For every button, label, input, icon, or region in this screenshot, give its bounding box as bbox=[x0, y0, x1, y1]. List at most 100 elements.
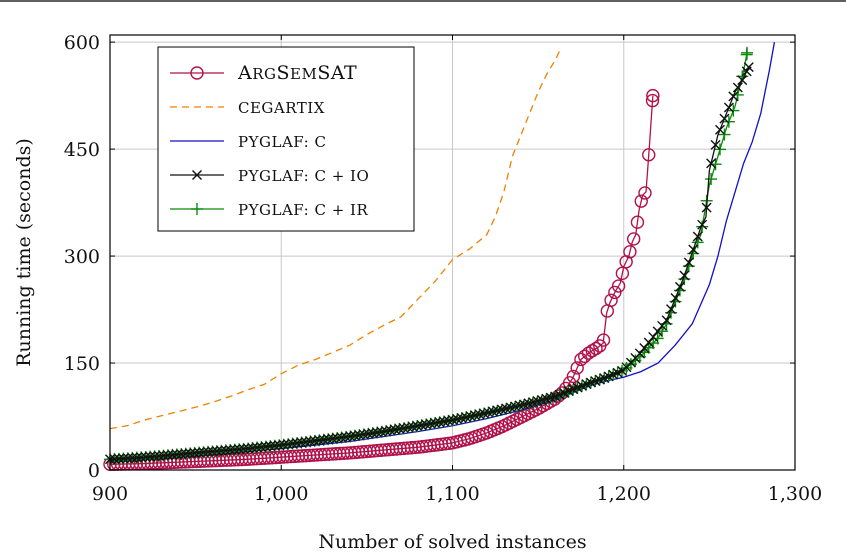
data-point bbox=[296, 437, 307, 448]
data-point bbox=[718, 128, 731, 141]
y-tick-label: 300 bbox=[64, 246, 100, 268]
data-point bbox=[251, 442, 262, 453]
legend-entry: CEGARTIX bbox=[170, 99, 325, 117]
data-point bbox=[216, 445, 227, 456]
data-point bbox=[238, 443, 249, 454]
data-point bbox=[234, 444, 245, 455]
data-point bbox=[140, 452, 151, 463]
data-point bbox=[229, 444, 240, 455]
data-point bbox=[732, 82, 743, 93]
data-point bbox=[192, 170, 202, 180]
data-point bbox=[162, 450, 173, 461]
data-point bbox=[323, 434, 334, 445]
legend-label: PYGLAF: C bbox=[238, 133, 326, 151]
data-point bbox=[149, 451, 160, 462]
y-tick-label: 150 bbox=[64, 353, 100, 375]
data-point bbox=[623, 245, 637, 259]
data-point bbox=[318, 434, 329, 445]
x-tick-label: 1,300 bbox=[768, 483, 822, 505]
data-point bbox=[728, 91, 739, 102]
x-tick-label: 1,100 bbox=[425, 483, 479, 505]
data-point bbox=[657, 320, 668, 331]
data-point bbox=[723, 102, 734, 113]
data-point bbox=[737, 75, 748, 86]
series-3 bbox=[105, 62, 754, 465]
data-point bbox=[722, 115, 735, 128]
data-point bbox=[243, 443, 254, 454]
data-point bbox=[202, 446, 213, 457]
data-point bbox=[153, 450, 164, 461]
data-point bbox=[118, 453, 129, 464]
legend-label: CEGARTIX bbox=[238, 99, 325, 117]
data-point bbox=[626, 232, 641, 246]
legend-entry: PYGLAF: C bbox=[170, 133, 326, 151]
data-point bbox=[207, 446, 218, 457]
data-point bbox=[194, 447, 205, 458]
data-point bbox=[180, 448, 191, 459]
series-line bbox=[109, 42, 776, 463]
x-tick-label: 1,200 bbox=[597, 483, 651, 505]
data-point bbox=[705, 173, 718, 186]
legend-label: PYGLAF: C + IO bbox=[238, 167, 369, 185]
data-point bbox=[648, 331, 659, 342]
data-point bbox=[122, 453, 133, 464]
data-point bbox=[158, 450, 169, 461]
data-point bbox=[589, 341, 603, 356]
data-point bbox=[661, 315, 672, 326]
legend-entry: ARGSEMSAT bbox=[170, 62, 357, 84]
data-point bbox=[191, 203, 203, 215]
data-point bbox=[225, 445, 236, 455]
data-point bbox=[596, 333, 611, 347]
data-point bbox=[566, 369, 581, 384]
data-point bbox=[189, 447, 200, 458]
data-point bbox=[265, 441, 276, 452]
data-point bbox=[642, 148, 656, 162]
data-point bbox=[336, 432, 347, 443]
data-point bbox=[608, 285, 622, 300]
data-point bbox=[220, 445, 231, 456]
data-point bbox=[615, 266, 630, 281]
data-point bbox=[688, 244, 699, 255]
data-point bbox=[562, 376, 577, 390]
data-point bbox=[256, 442, 267, 453]
data-point bbox=[109, 454, 120, 465]
data-point bbox=[604, 293, 618, 307]
data-point bbox=[211, 446, 222, 457]
data-point bbox=[706, 158, 717, 169]
data-point bbox=[113, 453, 124, 464]
data-point bbox=[274, 440, 285, 451]
data-point bbox=[714, 124, 725, 135]
data-point bbox=[679, 270, 690, 281]
data-point bbox=[696, 220, 709, 233]
data-point bbox=[697, 219, 708, 230]
x-tick-label: 900 bbox=[92, 483, 128, 505]
data-point bbox=[741, 46, 754, 59]
data-point bbox=[710, 139, 721, 150]
data-point bbox=[167, 449, 178, 460]
series-2 bbox=[109, 42, 776, 463]
series-line bbox=[109, 66, 750, 460]
data-point bbox=[145, 451, 156, 462]
legend-label: PYGLAF: C + IR bbox=[238, 201, 368, 219]
y-axis-label: Running time (seconds) bbox=[13, 138, 35, 367]
legend: ARGSEMSAT CEGARTIX PYGLAF: C PYGLAF: C + IO… bbox=[157, 46, 415, 232]
data-point bbox=[190, 66, 204, 80]
data-point bbox=[269, 440, 280, 451]
data-point bbox=[305, 436, 316, 447]
data-point bbox=[131, 452, 142, 463]
series-layer bbox=[103, 42, 776, 471]
ticks: 900 1,000 1,100 1,200 1,300 0 150 300 450 600 bbox=[64, 32, 822, 505]
data-point bbox=[314, 435, 325, 446]
data-point bbox=[278, 439, 289, 450]
data-point bbox=[692, 231, 703, 242]
x-tick-label: 1,000 bbox=[254, 483, 308, 505]
data-point bbox=[332, 433, 343, 444]
data-point bbox=[171, 449, 182, 460]
data-point bbox=[287, 438, 298, 449]
data-point bbox=[247, 443, 258, 454]
data-point bbox=[283, 439, 294, 450]
legend-entry: PYGLAF: C + IO bbox=[170, 167, 369, 185]
data-point bbox=[260, 441, 271, 452]
data-point bbox=[611, 279, 626, 293]
